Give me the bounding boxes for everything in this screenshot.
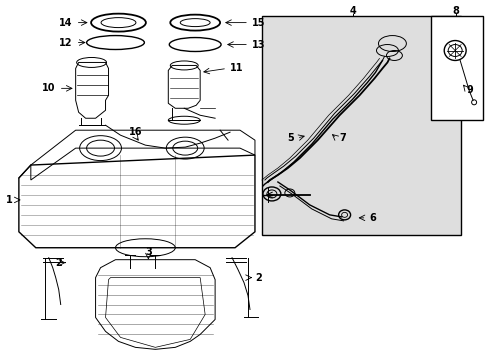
Bar bbox=[262, 15, 460, 235]
Text: 16: 16 bbox=[128, 127, 142, 137]
Text: 3: 3 bbox=[145, 247, 151, 257]
Text: 2: 2 bbox=[56, 258, 62, 268]
Text: 11: 11 bbox=[229, 63, 243, 73]
Text: 1: 1 bbox=[6, 195, 13, 205]
Text: 7: 7 bbox=[339, 133, 346, 143]
Text: 2: 2 bbox=[254, 273, 261, 283]
Text: 13: 13 bbox=[251, 40, 265, 50]
Text: 9: 9 bbox=[465, 85, 472, 95]
Text: 14: 14 bbox=[59, 18, 73, 28]
Text: 12: 12 bbox=[59, 37, 73, 48]
Text: 6: 6 bbox=[369, 213, 375, 223]
Text: 5: 5 bbox=[286, 133, 293, 143]
Text: 10: 10 bbox=[42, 84, 56, 93]
Text: 8: 8 bbox=[452, 6, 459, 15]
Text: 4: 4 bbox=[348, 6, 355, 15]
Text: 15: 15 bbox=[251, 18, 265, 28]
Bar bbox=[430, 15, 482, 120]
